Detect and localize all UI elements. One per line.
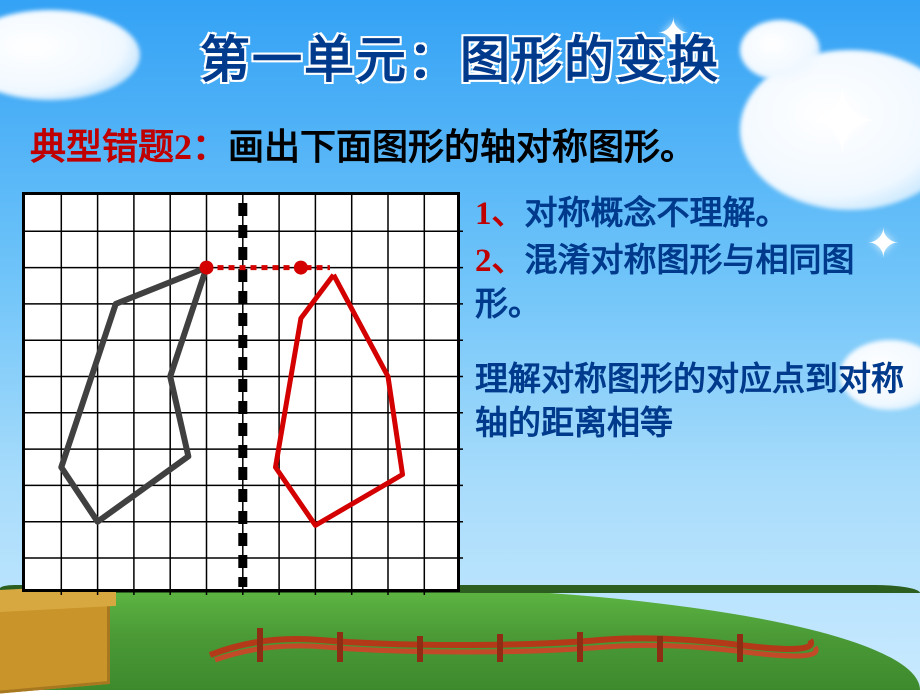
question-number: 典型错题2： xyxy=(30,127,228,167)
point-1: 1、对称概念不理解。 xyxy=(475,192,910,237)
fence-decoration xyxy=(200,610,820,665)
error-points: 1、对称概念不理解。 2、混淆对称图形与相同图形。 理解对称图形的对应点到对称轴… xyxy=(475,192,910,449)
question-label: 典型错题2：画出下面图形的轴对称图形。 xyxy=(30,118,696,170)
explanation: 理解对称图形的对应点到对称轴的距离相等 xyxy=(475,358,910,447)
grid-svg xyxy=(25,195,463,595)
page-title: 第一单元：图形的变换 xyxy=(0,20,920,92)
box-decoration xyxy=(0,594,110,696)
point-2: 2、混淆对称图形与相同图形。 xyxy=(475,239,910,328)
question-text: 画出下面图形的轴对称图形。 xyxy=(228,127,696,167)
geometry-grid xyxy=(22,192,460,592)
